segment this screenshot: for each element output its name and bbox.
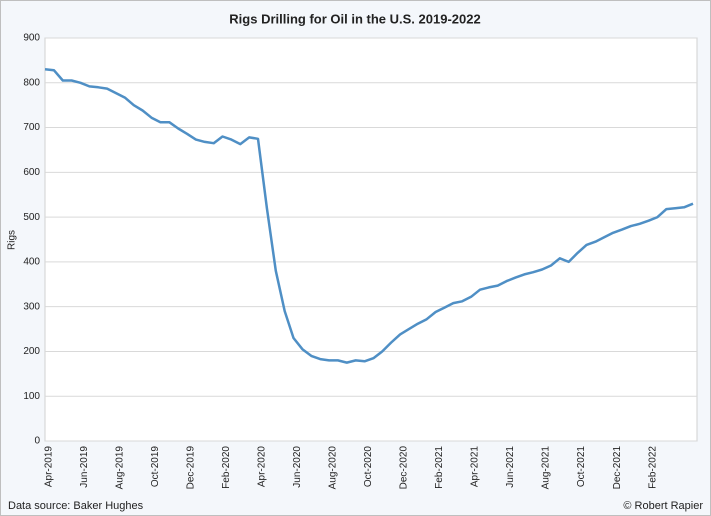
y-tick-label: 900: [23, 33, 40, 44]
x-tick-label: Apr-2019: [44, 446, 55, 488]
credit-note: © Robert Rapier: [623, 500, 703, 512]
y-tick-label: 100: [23, 391, 40, 402]
y-tick-label: 400: [23, 257, 40, 268]
x-tick-label: Dec-2020: [399, 446, 410, 490]
x-tick-label: Aug-2020: [328, 446, 339, 490]
plot-area: [44, 37, 698, 442]
data-line: [44, 68, 694, 364]
source-note: Data source: Baker Hughes: [8, 500, 144, 512]
x-tick-label: Apr-2020: [257, 446, 268, 488]
x-tick-label: Feb-2020: [221, 446, 232, 489]
chart-title: Rigs Drilling for Oil in the U.S. 2019-2…: [229, 11, 480, 26]
x-tick-label: Jun-2020: [292, 446, 303, 488]
y-axis-label: Rigs: [7, 230, 18, 250]
y-tick-label: 600: [23, 167, 40, 178]
x-tick-label: Oct-2020: [363, 446, 374, 488]
x-tick-label: Jun-2021: [505, 446, 516, 488]
x-tick-label: Aug-2019: [115, 446, 126, 490]
y-tick-label: 0: [34, 436, 40, 447]
y-tick-label: 800: [23, 77, 40, 88]
x-tick-label: Dec-2021: [612, 446, 623, 490]
y-tick-label: 200: [23, 346, 40, 357]
x-tick-label: Jun-2019: [79, 446, 90, 488]
x-tick-label: Oct-2019: [150, 446, 161, 488]
y-tick-label: 300: [23, 301, 40, 312]
x-tick-label: Dec-2019: [186, 446, 197, 490]
x-tick-label: Apr-2021: [470, 446, 481, 488]
x-tick-label: Oct-2021: [576, 446, 587, 488]
x-tick-label: Aug-2021: [541, 446, 552, 490]
y-tick-label: 500: [23, 212, 40, 223]
x-tick-label: Feb-2022: [647, 446, 658, 489]
y-tick-label: 700: [23, 122, 40, 133]
x-tick-label: Feb-2021: [434, 446, 445, 489]
